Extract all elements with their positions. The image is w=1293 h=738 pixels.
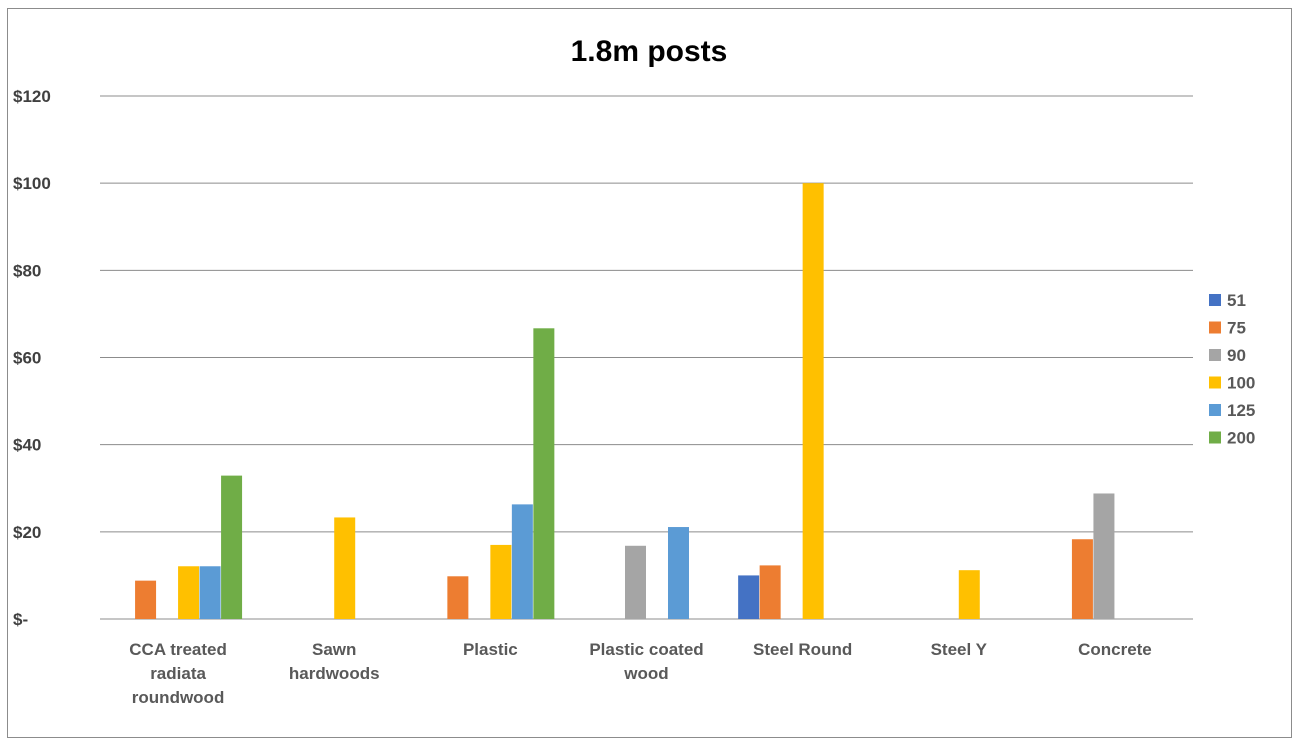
x-category-label-line: roundwood bbox=[132, 688, 225, 707]
x-category-label-line: radiata bbox=[150, 664, 206, 683]
bar-series-90 bbox=[1093, 493, 1115, 619]
legend-label: 125 bbox=[1227, 401, 1255, 420]
bar-series-125 bbox=[668, 527, 689, 619]
legend-label: 75 bbox=[1227, 319, 1246, 338]
x-category-label-line: CCA treated bbox=[129, 640, 227, 659]
legend: 51 75 90 100 125 200 bbox=[1209, 291, 1255, 448]
bars bbox=[135, 183, 1115, 619]
bar-series-75 bbox=[759, 565, 781, 619]
y-tick-label: $80 bbox=[13, 261, 41, 280]
x-category-label-line: Concrete bbox=[1078, 640, 1152, 659]
x-axis-category-labels: CCA treated radiata roundwood Sawn hardwoods… bbox=[129, 640, 1152, 707]
bar-series-51 bbox=[738, 575, 760, 619]
x-category-label: Plastic coated wood bbox=[589, 640, 703, 683]
bar-series-200 bbox=[221, 475, 243, 619]
bar-series-125 bbox=[199, 566, 221, 619]
x-category-label-line: Steel Round bbox=[753, 640, 852, 659]
chart-title: 1.8m posts bbox=[571, 35, 728, 68]
legend-swatch bbox=[1209, 431, 1221, 444]
bar-series-90 bbox=[625, 545, 646, 619]
y-tick-label: $120 bbox=[13, 87, 51, 106]
legend-swatch bbox=[1209, 349, 1221, 361]
bar-series-100 bbox=[802, 183, 824, 619]
x-category-label: Steel Y bbox=[931, 640, 988, 659]
bar-chart: $- $20 $40 $60 $80 $100 $120 CCA treated radiat… bbox=[13, 35, 1255, 707]
gridlines bbox=[100, 95, 1193, 620]
y-tick-label: $40 bbox=[13, 436, 41, 455]
legend-label: 100 bbox=[1227, 374, 1255, 393]
legend-swatch bbox=[1209, 376, 1221, 389]
x-category-label-line: wood bbox=[623, 664, 668, 683]
bar-series-75 bbox=[447, 576, 469, 619]
x-category-label-line: Steel Y bbox=[931, 640, 988, 659]
bar-series-75 bbox=[135, 580, 157, 619]
chart-frame: $- $20 $40 $60 $80 $100 $120 CCA treated radiat… bbox=[7, 8, 1292, 738]
x-category-label: CCA treated radiata roundwood bbox=[129, 640, 227, 707]
bar-series-100 bbox=[334, 517, 356, 619]
cropped-caption-strip bbox=[0, 0, 1293, 8]
y-tick-label: $- bbox=[13, 610, 28, 629]
x-category-label-line: Plastic bbox=[463, 640, 518, 659]
x-category-label: Plastic bbox=[463, 640, 518, 659]
x-category-label-line: hardwoods bbox=[289, 664, 380, 683]
y-axis-tick-labels: $- $20 $40 $60 $80 $100 $120 bbox=[13, 87, 51, 629]
legend-label: 51 bbox=[1227, 291, 1246, 310]
y-tick-label: $100 bbox=[13, 174, 51, 193]
legend-swatch bbox=[1209, 321, 1221, 334]
bar-series-75 bbox=[1071, 539, 1093, 619]
bar-series-100 bbox=[490, 544, 512, 619]
x-category-label: Concrete bbox=[1078, 640, 1152, 659]
legend-swatch bbox=[1209, 404, 1221, 416]
legend-swatch bbox=[1209, 294, 1221, 306]
bar-series-200 bbox=[533, 328, 555, 619]
x-category-label-line: Plastic coated bbox=[589, 640, 703, 659]
x-category-label: Steel Round bbox=[753, 640, 852, 659]
bar-series-100 bbox=[178, 566, 200, 619]
x-category-label: Sawn hardwoods bbox=[289, 640, 380, 683]
legend-label: 200 bbox=[1227, 429, 1255, 448]
x-category-label-line: Sawn bbox=[312, 640, 356, 659]
bar-series-100 bbox=[958, 570, 980, 619]
bar-series-125 bbox=[511, 504, 533, 619]
y-tick-label: $20 bbox=[13, 523, 41, 542]
legend-label: 90 bbox=[1227, 346, 1246, 365]
y-tick-label: $60 bbox=[13, 349, 41, 368]
